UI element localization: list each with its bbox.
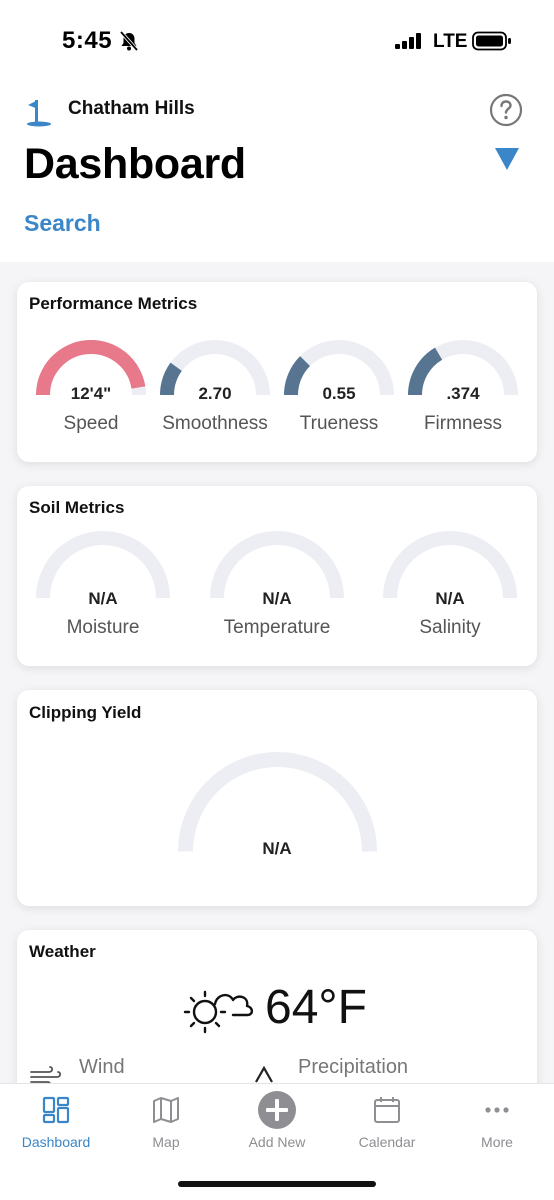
tab-bar: Dashboard Map Add New bbox=[0, 1083, 554, 1200]
gauge-temperature[interactable]: N/A Temperature bbox=[210, 531, 344, 647]
partly-cloudy-icon bbox=[183, 990, 254, 1034]
gauge-arc bbox=[284, 340, 394, 396]
tab-more[interactable]: More bbox=[442, 1084, 552, 1164]
precipitation-label: Precipitation bbox=[298, 1056, 409, 1078]
page-title: Dashboard bbox=[24, 140, 246, 188]
gauge-trueness[interactable]: 0.55 Trueness bbox=[284, 340, 394, 443]
network-label: LTE bbox=[433, 31, 468, 52]
header-area bbox=[0, 0, 554, 262]
golf-flag-icon bbox=[27, 100, 51, 127]
tab-label: Dashboard bbox=[21, 1134, 91, 1150]
weather-title: Weather bbox=[29, 942, 96, 961]
gauge-arc bbox=[160, 340, 270, 396]
home-indicator bbox=[178, 1181, 376, 1187]
tab-label: Add New bbox=[248, 1134, 306, 1150]
gauge-fill bbox=[284, 356, 311, 396]
map-icon bbox=[153, 1097, 179, 1123]
clipping-yield-title: Clipping Yield bbox=[29, 703, 142, 722]
gauge-value: N/A bbox=[262, 589, 292, 608]
add-circle-icon bbox=[258, 1091, 296, 1129]
gauge-arc bbox=[383, 531, 517, 599]
status-time: 5:45 bbox=[62, 27, 113, 54]
tab-dashboard[interactable]: Dashboard bbox=[1, 1084, 111, 1164]
tab-label: Calendar bbox=[358, 1134, 416, 1150]
course-name[interactable]: Chatham Hills bbox=[68, 98, 195, 119]
gauge-value: N/A bbox=[88, 589, 118, 608]
gauge-moisture[interactable]: N/A Moisture bbox=[36, 531, 170, 647]
soil-metrics-card[interactable]: Soil Metrics N/A Moisture N/A Temperature N/… bbox=[17, 486, 537, 666]
tab-add-new[interactable]: Add New bbox=[222, 1084, 332, 1164]
caret-up-icon bbox=[255, 1065, 273, 1083]
tab-label: More bbox=[481, 1134, 513, 1150]
gauge-value: .374 bbox=[446, 384, 480, 403]
gauge-arc bbox=[36, 531, 170, 599]
tab-label: Map bbox=[152, 1134, 180, 1150]
gauge-salinity[interactable]: N/A Salinity bbox=[383, 531, 517, 647]
gauge-track bbox=[177, 752, 377, 852]
dashboard-grid-icon bbox=[42, 1096, 70, 1124]
gauge-label: Speed bbox=[63, 413, 119, 434]
gauge-value: 12'4" bbox=[70, 384, 112, 403]
gauge-track bbox=[210, 531, 344, 599]
clipping-yield-card[interactable]: Clipping Yield N/A bbox=[17, 690, 537, 906]
temperature-value: 64°F bbox=[265, 981, 367, 1034]
performance-metrics-title: Performance Metrics bbox=[29, 294, 198, 313]
gauge-track bbox=[36, 531, 170, 599]
gauge-arc bbox=[408, 340, 518, 396]
bell-muted-icon bbox=[119, 30, 139, 52]
gauge-arc bbox=[177, 752, 377, 852]
gauge-arc bbox=[36, 340, 146, 396]
gauge-label: Trueness bbox=[299, 413, 379, 434]
help-icon[interactable] bbox=[489, 93, 523, 127]
performance-metrics-card[interactable]: Performance Metrics 12'4" Speed 2.70 Smooth… bbox=[17, 282, 537, 462]
status-bar: 5:45 LTE bbox=[0, 0, 554, 80]
gauge-label: Smoothness bbox=[162, 413, 268, 434]
calendar-icon bbox=[374, 1097, 400, 1123]
signal-icon bbox=[395, 33, 421, 49]
soil-metrics-title: Soil Metrics bbox=[29, 498, 125, 517]
battery-icon bbox=[472, 31, 511, 51]
gauge-smoothness[interactable]: 2.70 Smoothness bbox=[160, 340, 270, 443]
search-link[interactable]: Search bbox=[24, 210, 101, 236]
gauge-speed[interactable]: 12'4" Speed bbox=[36, 340, 146, 443]
gauge-label: Moisture bbox=[66, 617, 140, 638]
gauge-value: 0.55 bbox=[322, 384, 356, 403]
gauge-fill bbox=[36, 340, 146, 396]
gauge-value: N/A bbox=[435, 589, 465, 608]
more-dots-icon bbox=[485, 1107, 509, 1113]
gauge-firmness[interactable]: .374 Firmness bbox=[408, 340, 518, 443]
gauge-label: Temperature bbox=[223, 617, 331, 638]
gauge-arc bbox=[210, 531, 344, 599]
gauge-label: Firmness bbox=[423, 413, 503, 434]
filter-dropdown-icon[interactable] bbox=[494, 147, 520, 171]
wind-label: Wind bbox=[79, 1056, 125, 1078]
tab-map[interactable]: Map bbox=[111, 1084, 221, 1164]
gauge-fill bbox=[160, 362, 183, 396]
gauge-clipping-yield[interactable]: N/A bbox=[177, 752, 377, 982]
gauge-track bbox=[383, 531, 517, 599]
gauge-value: N/A bbox=[262, 839, 292, 858]
tab-calendar[interactable]: Calendar bbox=[332, 1084, 442, 1164]
gauge-label: Salinity bbox=[419, 617, 481, 638]
gauge-value: 2.70 bbox=[198, 384, 232, 403]
gauge-fill bbox=[408, 347, 443, 396]
